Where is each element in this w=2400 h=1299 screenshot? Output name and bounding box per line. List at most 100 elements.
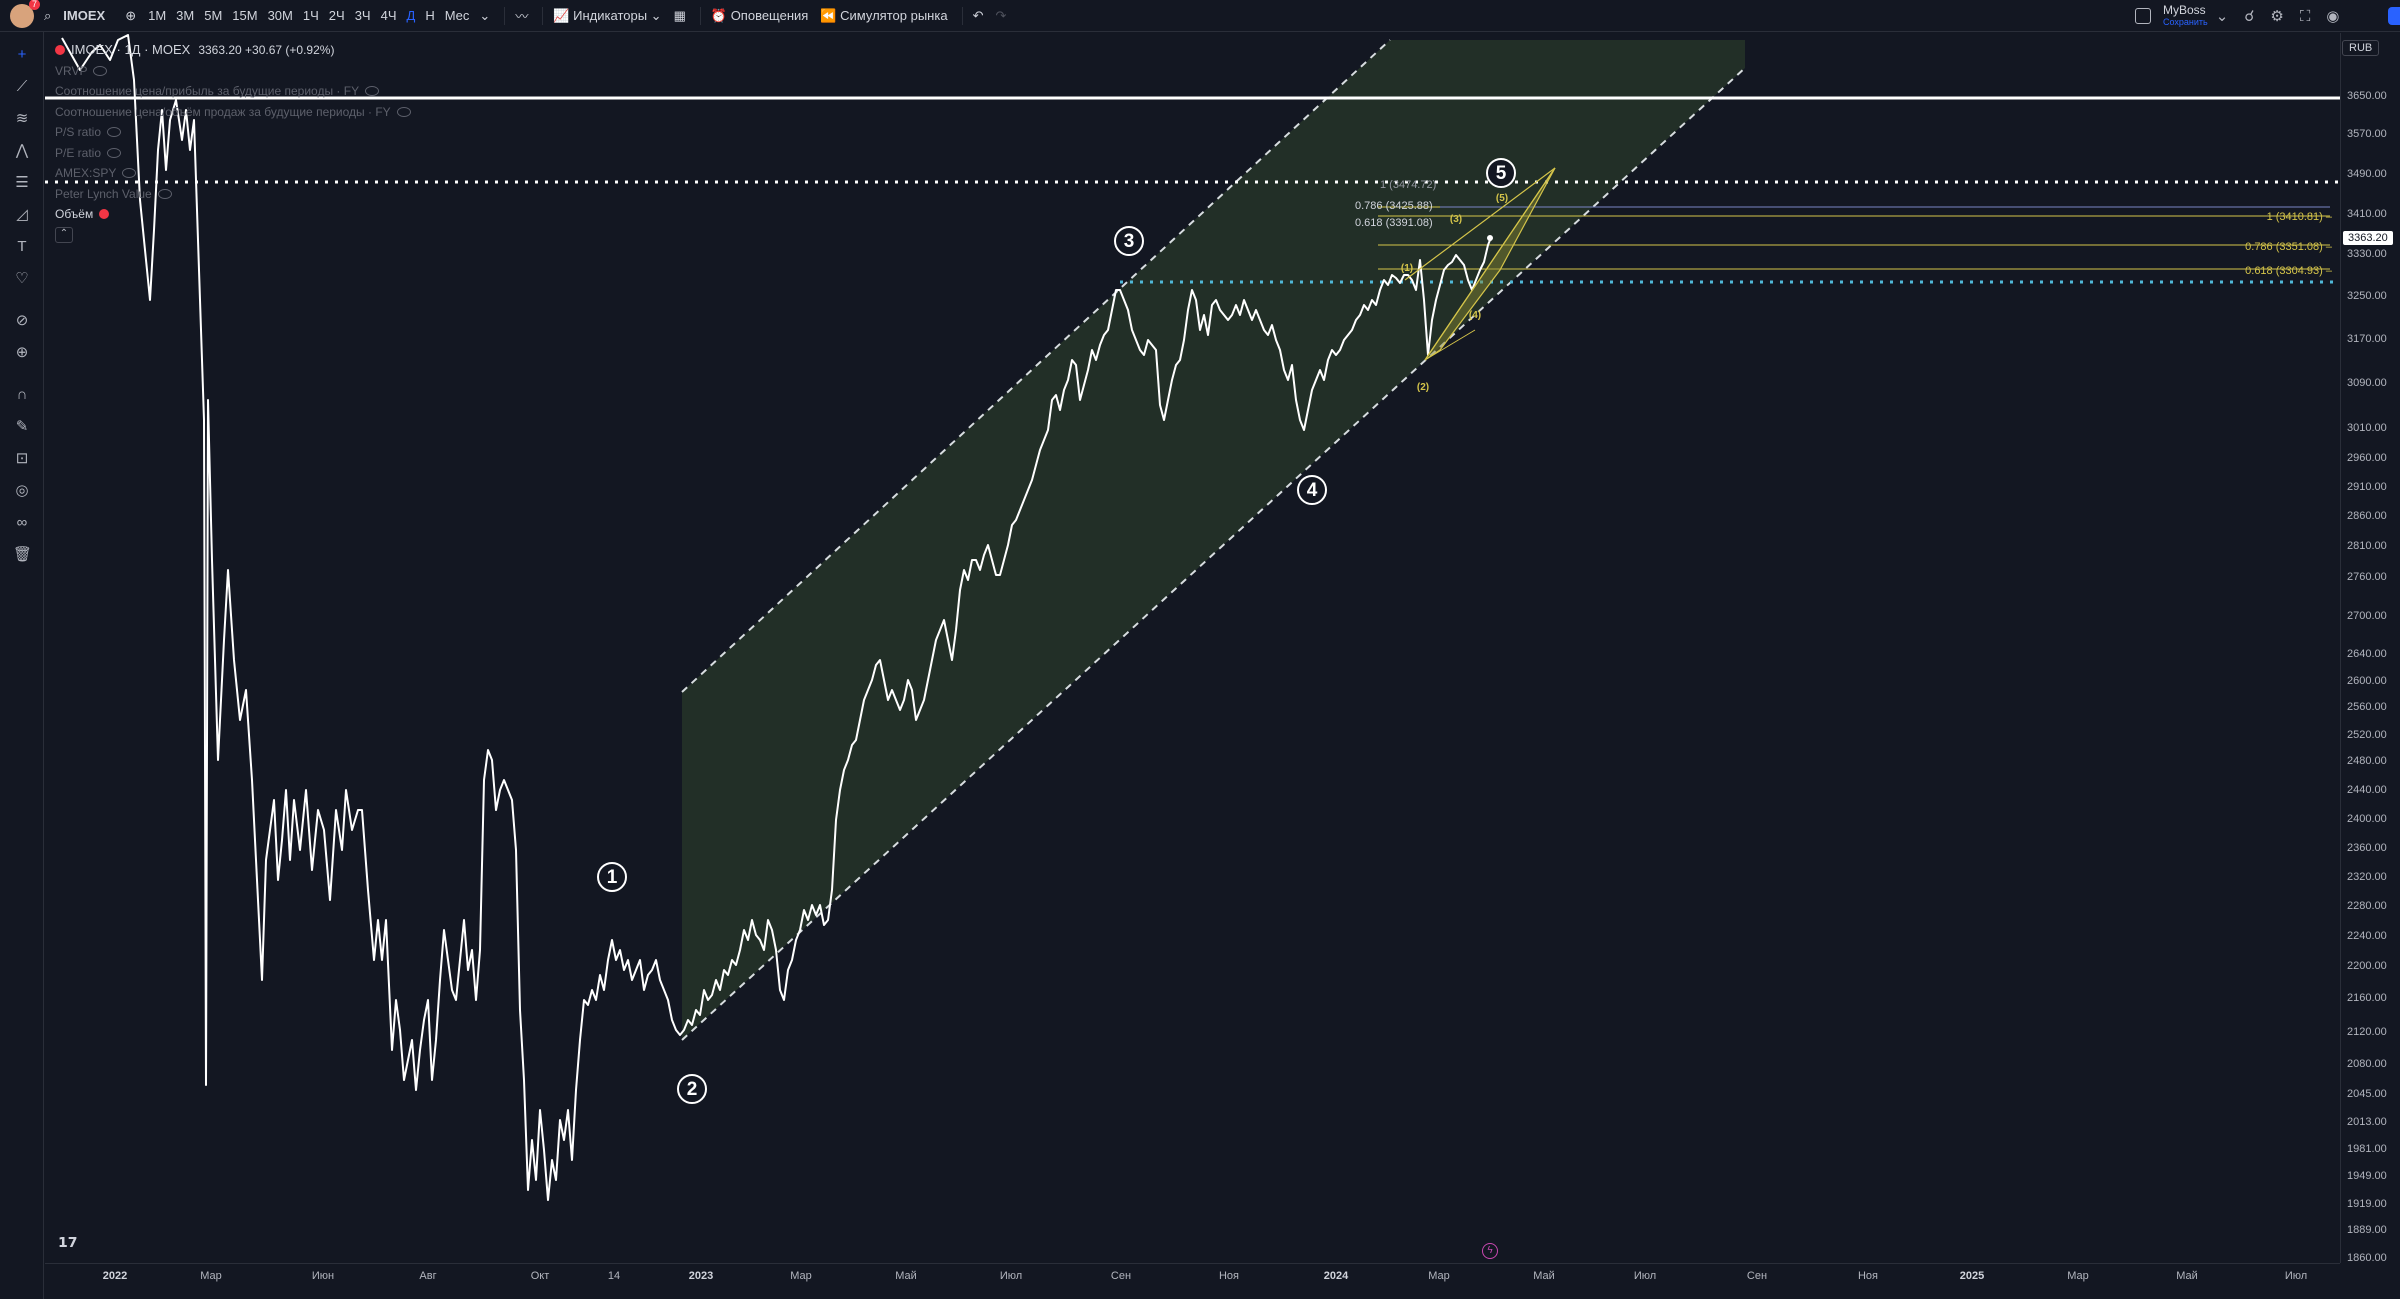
channel-lower-line[interactable] — [681, 67, 1746, 1041]
interval-8[interactable]: 4Ч — [380, 8, 397, 23]
price-axis[interactable]: 3650.00 3570.00 3490.00 3410.00 3330.00 3250.… — [2340, 33, 2400, 1264]
trend-line-icon[interactable]: ⟋ — [16, 78, 28, 95]
interval-1[interactable]: 3M — [176, 8, 195, 23]
price-tick-label: 2200.00 — [2347, 960, 2387, 972]
hidden-eye-icon[interactable] — [157, 188, 172, 199]
price-tick-label: 2560.00 — [2347, 701, 2387, 713]
magnet-icon[interactable]: ∩ — [16, 386, 28, 403]
interval-2[interactable]: 5M — [204, 8, 223, 23]
price-chart[interactable]: 1 2 3 4 5 (1) (2) (3) (4) (5) 1 (3474.72) 0.786 (34… — [45, 33, 2340, 1263]
channel-upper-line[interactable] — [681, 39, 1391, 693]
indicator-row[interactable]: P/S ratio — [55, 122, 411, 143]
price-tick-label: 3010.00 — [2347, 422, 2387, 434]
quick-search-icon[interactable]: ☌ — [2244, 8, 2255, 25]
fib-channel-icon[interactable]: ≋ — [15, 110, 29, 127]
interval-dropdown-icon[interactable]: ⌄ — [479, 7, 491, 23]
camera-icon[interactable]: ◉ — [2326, 8, 2340, 25]
wave-label-circle[interactable] — [677, 1074, 707, 1104]
wave-label-circle[interactable] — [1486, 158, 1516, 188]
chevron-down-icon[interactable]: ⌄ — [2215, 8, 2229, 25]
prediction-icon[interactable]: ☰ — [15, 174, 29, 191]
favorites-heart-icon[interactable]: ♡ — [15, 270, 29, 287]
time-tick-label: 14 — [607, 1270, 621, 1282]
hidden-eye-icon[interactable] — [107, 127, 122, 138]
publish-button[interactable] — [2388, 7, 2400, 25]
collapse-legend-button[interactable]: ⌃ — [55, 225, 411, 246]
interval-10[interactable]: Н — [425, 8, 435, 23]
indicator-row[interactable]: Peter Lynch Value — [55, 184, 411, 205]
wave-label-circle[interactable] — [597, 862, 627, 892]
fullscreen-icon[interactable]: ⛶ — [2299, 7, 2311, 25]
lock-icon[interactable]: ⊡ — [15, 450, 29, 467]
time-axis[interactable]: 2022 Мар Июн Авг Окт 14 2023 Мар Май Июл Сен Ноя 202… — [45, 1263, 2340, 1299]
indicator-row[interactable]: Объём — [55, 204, 411, 225]
layout-checkbox-icon[interactable] — [2135, 8, 2151, 24]
hidden-eye-icon[interactable] — [99, 209, 110, 220]
interval-9[interactable]: Д — [406, 8, 416, 23]
hidden-eye-icon[interactable] — [365, 86, 380, 97]
settings-gear-icon[interactable]: ⚙ — [2270, 8, 2284, 25]
hidden-eye-icon[interactable] — [122, 168, 137, 179]
price-tick-label: 2910.00 — [2347, 481, 2387, 493]
compare-add-icon[interactable]: ⊕ — [125, 7, 137, 23]
time-tick-label: Июн — [311, 1270, 335, 1282]
price-tick-label: 2700.00 — [2347, 610, 2387, 622]
wave-label-circle[interactable] — [1297, 475, 1327, 505]
wave-label-circle[interactable] — [1114, 226, 1144, 256]
interval-6[interactable]: 2Ч — [328, 8, 345, 23]
indicators-button[interactable]: 📈 Индикаторы ⌄ — [553, 7, 662, 23]
time-tick-label: Май — [895, 1270, 917, 1282]
keep-drawing-icon[interactable]: ✎ — [15, 418, 29, 435]
indicators-label: Индикаторы — [573, 7, 648, 23]
price-tick-label: 3410.00 — [2347, 208, 2387, 220]
search-icon[interactable]: ⌕ — [44, 7, 52, 23]
eye-icon[interactable]: ◎ — [15, 482, 29, 499]
wedge-line[interactable] — [1404, 167, 1556, 281]
interval-4[interactable]: 30M — [267, 8, 293, 23]
hidden-eye-icon[interactable] — [107, 147, 122, 158]
legend-symbol-row[interactable]: IMOEX · 1Д · MOEX 3363.20 +30.67 (+0.92%… — [55, 40, 411, 61]
indicator-row[interactable]: P/E ratio — [55, 143, 411, 164]
legend-title: IMOEX · 1Д · MOEX — [71, 42, 191, 57]
top-toolbar: 7 ⌕ IMOEX ⊕ 1M 3M 5M 15M 30M 1Ч 2Ч 3Ч 4Ч Д Н Мес ⌄ … — [0, 0, 2400, 32]
text-icon[interactable]: T — [17, 238, 27, 255]
layout-name-button[interactable]: MyBoss Сохранить — [2163, 4, 2208, 28]
interval-3[interactable]: 15M — [232, 8, 258, 23]
brush-icon[interactable]: ◿ — [16, 206, 28, 223]
tradingview-logo-icon[interactable]: 𝟭𝟳 — [58, 1234, 78, 1250]
indicator-row[interactable]: VRVP — [55, 61, 411, 82]
indicator-row[interactable]: Соотношение цена/прибыль за будущие пери… — [55, 81, 411, 102]
user-avatar[interactable]: 7 — [10, 0, 40, 28]
events-flash-icon[interactable]: ϟ — [1482, 1243, 1498, 1259]
hidden-eye-icon[interactable] — [396, 106, 411, 117]
alerts-button[interactable]: ⏰ Оповещения — [710, 7, 809, 23]
indicator-label: AMEX:SPY — [55, 166, 117, 180]
exchange-logo-icon — [55, 45, 65, 56]
currency-selector[interactable]: RUB — [2342, 40, 2380, 56]
interval-0[interactable]: 1M — [148, 8, 167, 23]
chart-type-icon[interactable]: 〰 — [515, 9, 529, 24]
symbol-search-button[interactable]: IMOEX — [63, 8, 106, 23]
templates-icon[interactable]: ▦ — [673, 7, 686, 23]
zoom-in-icon[interactable]: ⊕ — [15, 344, 29, 361]
interval-5[interactable]: 1Ч — [302, 8, 319, 23]
link-icon[interactable]: ∞ — [16, 514, 28, 531]
interval-7[interactable]: 3Ч — [354, 8, 371, 23]
hidden-eye-icon[interactable] — [93, 65, 108, 76]
indicator-label: P/S ratio — [55, 125, 102, 139]
redo-icon[interactable]: ↷ — [995, 7, 1007, 23]
undo-icon[interactable]: ↶ — [972, 7, 984, 23]
indicator-row[interactable]: AMEX:SPY — [55, 163, 411, 184]
price-tick-label: 2600.00 — [2347, 675, 2387, 687]
price-line[interactable] — [61, 34, 1491, 1201]
wedge-line[interactable] — [1424, 329, 1476, 361]
trash-icon[interactable]: 🗑 — [13, 546, 33, 563]
replay-button[interactable]: ⏪ Симулятор рынка — [820, 7, 948, 23]
interval-11[interactable]: Мес — [444, 8, 470, 23]
wedge-line[interactable] — [1424, 167, 1556, 361]
pattern-icon[interactable]: ⋀ — [15, 142, 29, 159]
ruler-icon[interactable]: ⊘ — [15, 312, 29, 329]
indicator-row[interactable]: Соотношение цена/объём продаж за будущие… — [55, 102, 411, 123]
time-tick-label: Ноя — [1857, 1270, 1879, 1282]
crosshair-icon[interactable]: + — [17, 46, 27, 63]
